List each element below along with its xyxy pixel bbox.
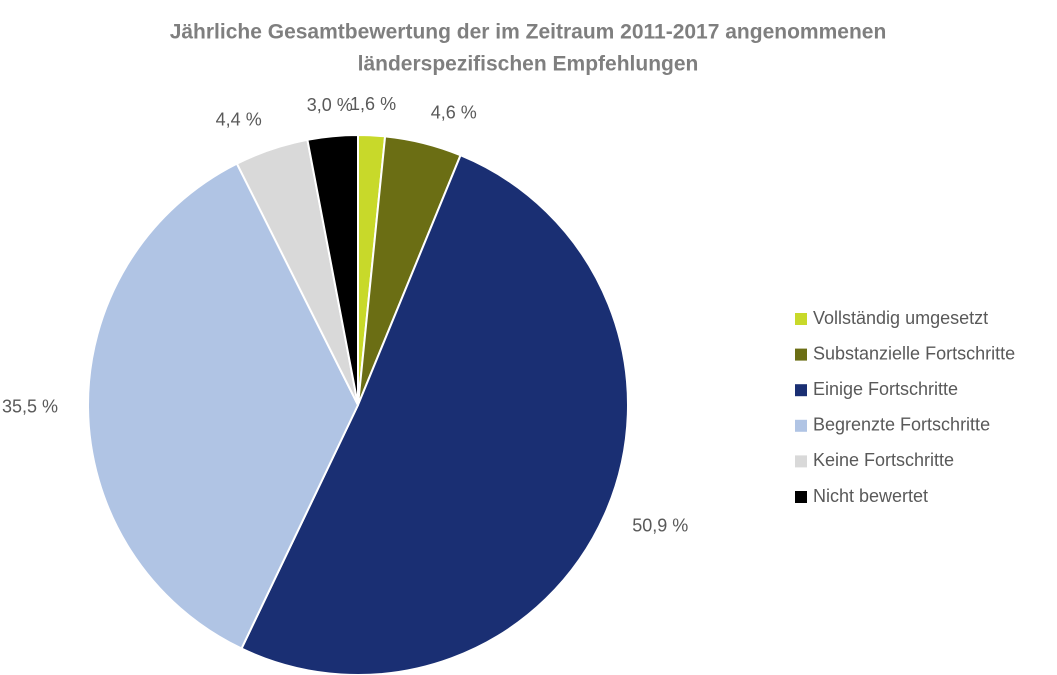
pie-slice — [87, 162, 360, 650]
data-label: 50,9 % — [632, 515, 688, 535]
legend-swatch — [795, 455, 807, 468]
data-label: 35,5 % — [2, 397, 58, 417]
data-label: 4,6 % — [431, 103, 477, 123]
legend-label: Substanzielle Fortschritte — [813, 343, 1015, 363]
data-label: 4,4 % — [216, 110, 262, 130]
legend-swatch — [795, 313, 807, 325]
chart-title: länderspezifischen Empfehlungen — [358, 53, 699, 76]
legend-swatch — [795, 419, 807, 432]
legend-swatch — [795, 384, 807, 397]
data-label: 1,6 % — [350, 94, 396, 114]
data-label: 3,0 % — [307, 95, 353, 115]
legend-swatch — [795, 348, 807, 361]
legend-label: Begrenzte Fortschritte — [813, 415, 990, 435]
chart-title: Jährliche Gesamtbewertung der im Zeitrau… — [170, 21, 887, 44]
legend-label: Vollständig umgesetzt — [813, 308, 988, 328]
pie-slice — [306, 133, 359, 406]
legend-swatch — [795, 491, 807, 503]
legend-label: Nicht bewertet — [813, 486, 928, 506]
legend-label: Einige Fortschritte — [813, 379, 958, 399]
legend-label: Keine Fortschritte — [813, 450, 954, 470]
